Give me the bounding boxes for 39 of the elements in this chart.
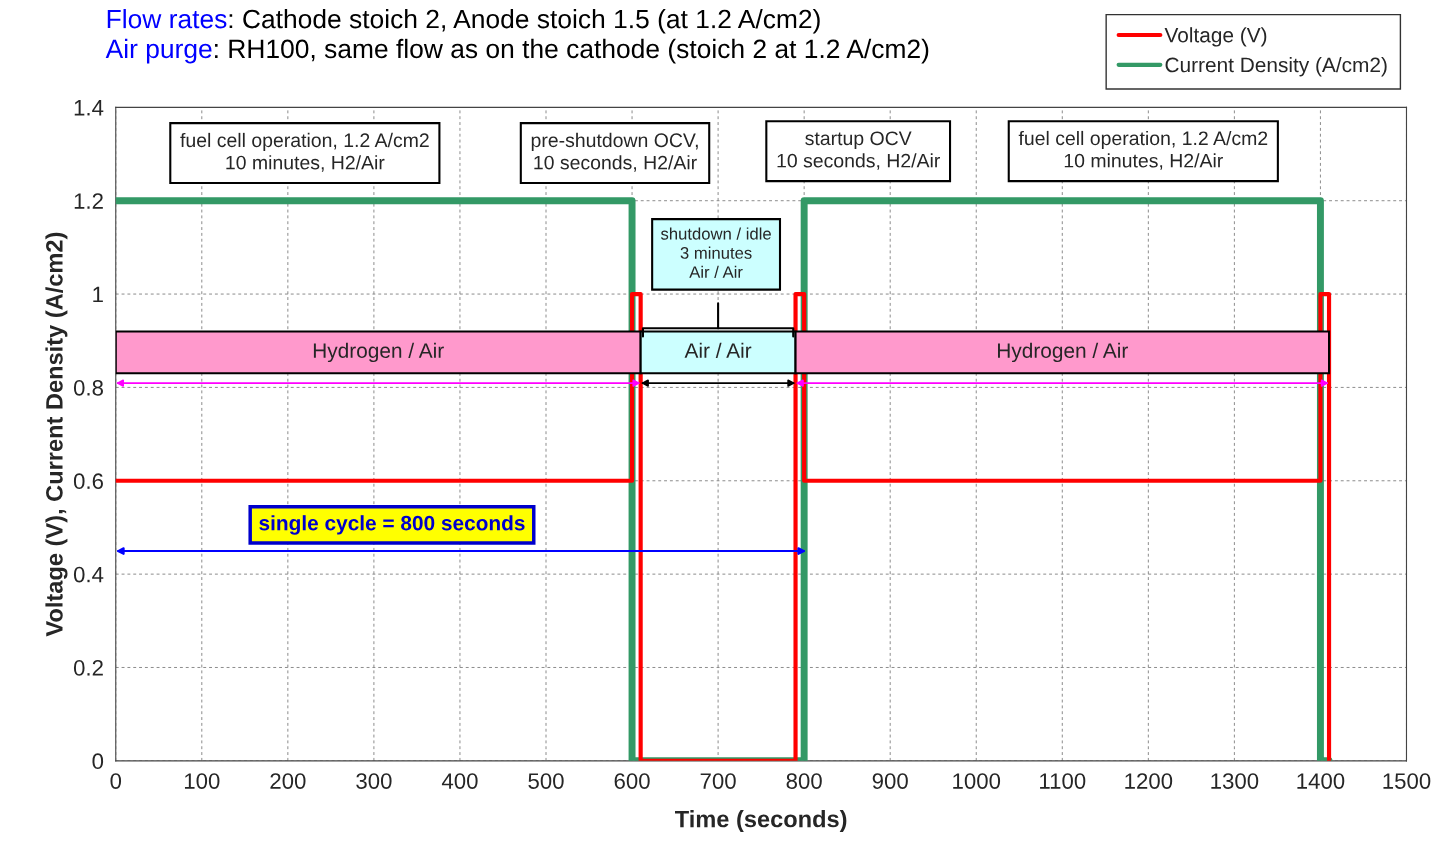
x-tick-label: 1100 [1040, 773, 1086, 789]
y-tick-label: 1.4 [74, 100, 104, 116]
y-axis-title: Voltage (V), Current Density (A/cm2) [45, 232, 68, 637]
x-tick-label: 800 [786, 773, 822, 789]
x-tick-label: 100 [184, 773, 220, 789]
x-tick-label: 600 [614, 773, 650, 789]
x-tick-label: 1400 [1297, 773, 1345, 789]
annotation: pre-shutdown OCV, 10 seconds, H2/Air [531, 132, 698, 172]
annotation: startup OCV 10 seconds, H2/Air [777, 131, 941, 170]
x-tick-label: 200 [270, 773, 306, 789]
x-tick-label: 1200 [1125, 773, 1173, 789]
x-tick-label: 400 [441, 773, 478, 789]
annotation: shutdown / idle 3 minutes Air / Air [660, 227, 771, 279]
y-tick-label: 0.8 [73, 379, 103, 396]
y-tick-label: 0 [92, 753, 104, 770]
y-tick-label: 0.4 [73, 566, 104, 583]
legend-label: Voltage (V) [1164, 27, 1267, 47]
x-tick-label: 300 [356, 773, 392, 789]
legend-label: Current Density (A/cm2) [1165, 57, 1387, 77]
x-tick-label: 900 [872, 773, 908, 789]
x-tick-label: 1300 [1211, 773, 1259, 789]
x-tick-label: 500 [528, 773, 564, 789]
chart-subtitle: Air purge: RH100, same flow as on the cathode (stoich 2 at 1.2 A/cm2) [105, 38, 929, 64]
y-tick-label: 0.2 [73, 660, 103, 676]
annotation: fuel cell operation, 1.2 A/cm2 10 minutes, H2/Air [180, 132, 429, 172]
x-tick-label: 1500 [1383, 773, 1431, 789]
y-tick-label: 1 [93, 286, 103, 303]
x-axis-title: Time (seconds) [675, 810, 847, 833]
chart-title: Flow rates: Cathode stoich 2, Anode stoich 1.5 (at 1.2 A/cm2) [107, 9, 820, 34]
x-tick-label: 1000 [953, 773, 1001, 789]
annotation: single cycle = 800 seconds [259, 515, 525, 535]
band-label: Hydrogen / Air [313, 342, 444, 363]
band-label: Air / Air [684, 342, 752, 358]
x-tick-label: 0 [110, 773, 122, 789]
band-label: Hydrogen / Air [998, 342, 1128, 363]
y-tick-label: 1.2 [74, 193, 103, 209]
y-tick-label: 0.6 [73, 473, 103, 490]
x-tick-label: 700 [700, 773, 736, 789]
annotation: fuel cell operation, 1.2 A/cm2 10 minutes, H2/Air [1018, 130, 1268, 170]
